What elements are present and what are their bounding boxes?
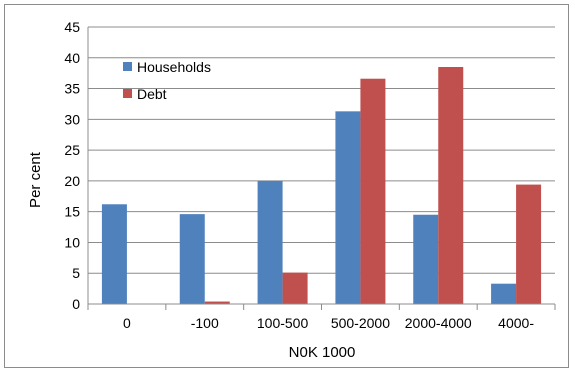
x-tick-label: 0 bbox=[123, 315, 131, 331]
y-tick-label: 35 bbox=[64, 81, 80, 97]
x-tick-label: 100-500 bbox=[257, 315, 309, 331]
y-tick-labels: 0 5 10 15 20 25 30 35 40 45 bbox=[64, 19, 80, 312]
y-tick-label: 30 bbox=[64, 111, 80, 127]
y-tick-label: 20 bbox=[64, 173, 80, 189]
bar-debt-1 bbox=[204, 301, 230, 304]
x-axis-title: N0K 1000 bbox=[289, 344, 356, 361]
y-tick-label: 15 bbox=[64, 204, 80, 220]
bar-households-5 bbox=[491, 283, 517, 304]
bar-households-2 bbox=[257, 180, 283, 304]
bar-households-4 bbox=[413, 214, 439, 304]
y-tick-label: 45 bbox=[64, 19, 80, 35]
bar-households-3 bbox=[335, 111, 361, 304]
legend-label-debt: Debt bbox=[137, 86, 167, 102]
x-tick-label: 500-2000 bbox=[331, 315, 390, 331]
bar-debt-2 bbox=[282, 272, 308, 304]
y-tick-label: 25 bbox=[64, 142, 80, 158]
bar-households-1 bbox=[179, 214, 205, 304]
y-axis-title: Per cent bbox=[27, 151, 44, 208]
legend-swatch-households bbox=[123, 62, 132, 71]
y-tick-label: 5 bbox=[72, 265, 80, 281]
bar-debt-4 bbox=[438, 67, 464, 304]
chart-frame bbox=[4, 4, 569, 368]
y-tick-label: 10 bbox=[64, 234, 80, 250]
axes bbox=[87, 27, 556, 310]
bar-households-0 bbox=[101, 204, 127, 304]
legend: Households Debt bbox=[123, 59, 211, 102]
legend-label-households: Households bbox=[137, 59, 211, 75]
x-tick-labels: 0 -100 100-500 500-2000 2000-4000 4000- bbox=[123, 315, 534, 331]
x-tick-label: 4000- bbox=[498, 315, 534, 331]
x-tick-label: -100 bbox=[191, 315, 219, 331]
x-tick-label: 2000-4000 bbox=[405, 315, 472, 331]
bar-debt-5 bbox=[516, 184, 542, 304]
bars bbox=[101, 67, 542, 304]
bar-debt-3 bbox=[360, 78, 386, 304]
legend-swatch-debt bbox=[123, 89, 132, 98]
y-tick-label: 40 bbox=[64, 50, 80, 66]
y-tick-label: 0 bbox=[72, 296, 80, 312]
gridlines bbox=[88, 26, 555, 274]
